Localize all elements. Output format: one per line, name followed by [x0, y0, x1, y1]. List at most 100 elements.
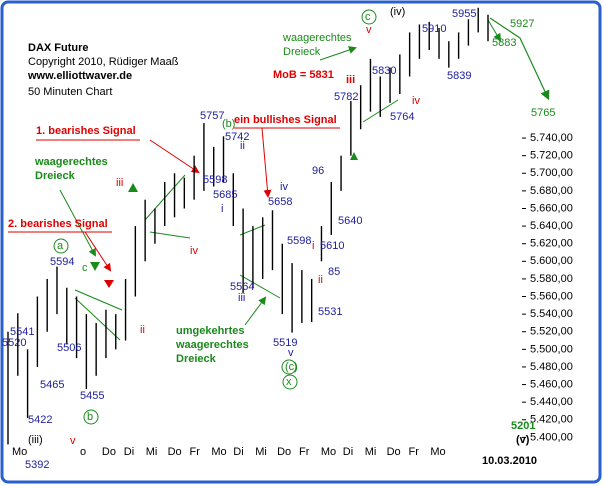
annotation: ii	[240, 140, 245, 152]
x-tick-label: Fr	[409, 446, 420, 458]
annotation: (b)	[222, 118, 235, 130]
annotation: 5392	[25, 459, 49, 471]
annotation: waagerechtes	[175, 339, 249, 351]
annotation: waagerechtes	[34, 156, 108, 168]
annotation: iv	[190, 245, 198, 257]
annotation: 5598	[203, 174, 227, 186]
wave-circle	[83, 409, 99, 425]
y-tick-label: 5.700,00	[530, 167, 573, 179]
annotation: 85	[328, 266, 340, 278]
annotation: umgekehrtes	[176, 325, 244, 337]
annotation: 5201	[511, 420, 535, 432]
annotation: www.elliottwaver.de	[27, 70, 132, 82]
y-tick-label: 5.640,00	[530, 220, 573, 232]
annotation: x	[286, 376, 292, 388]
x-tick-label: Do	[387, 446, 401, 458]
annotation: ii	[318, 274, 323, 286]
x-tick-label: Di	[343, 446, 353, 458]
y-tick-label: 5.480,00	[530, 361, 573, 373]
annotation: 5742	[225, 131, 249, 143]
annotation: (c)	[285, 361, 298, 373]
annotation: 5506	[57, 342, 81, 354]
y-tick-label: 5.500,00	[530, 343, 573, 355]
annotation: 5465	[40, 379, 64, 391]
annotation: MoB = 5831	[273, 69, 334, 81]
y-tick-label: 5.720,00	[530, 150, 573, 162]
annotation: i	[312, 240, 314, 252]
wave-circle	[282, 374, 298, 390]
x-tick-label: Fr	[190, 446, 201, 458]
wave-circle	[53, 238, 69, 254]
annotation: 5839	[447, 70, 471, 82]
date-label: 10.03.2010	[482, 455, 537, 467]
annotation: 5519	[273, 337, 297, 349]
annotation: 5598	[287, 235, 311, 247]
annotation: 5757	[200, 110, 224, 122]
annotation: 5883	[492, 37, 516, 49]
annotation: i	[221, 203, 223, 215]
y-tick-label: 5.680,00	[530, 185, 573, 197]
annotation: 5564	[230, 281, 254, 293]
annotation: Copyright 2010, Rüdiger Maaß	[28, 56, 179, 68]
annotation: iii	[346, 74, 355, 86]
annotation: (iv)	[390, 6, 405, 18]
annotation: waagerechtes	[282, 32, 352, 44]
annotation: ii	[140, 324, 145, 336]
x-tick-label: Fr	[299, 446, 310, 458]
annotation: 5455	[80, 390, 104, 402]
wave-circle	[281, 359, 297, 375]
x-tick-label: o	[80, 446, 86, 458]
annotation: 5520	[2, 337, 26, 349]
x-tick-label: Mo	[321, 446, 336, 458]
annotation: Dreieck	[35, 170, 76, 182]
x-tick-label: Mo	[12, 446, 27, 458]
x-tick-label: Di	[124, 446, 134, 458]
annotation: iv	[280, 181, 288, 193]
annotation: 5782	[334, 91, 358, 103]
y-tick-label: 5.520,00	[530, 326, 573, 338]
annotation: 5910	[422, 23, 446, 35]
x-tick-label: Do	[102, 446, 116, 458]
annotation: 5830	[372, 65, 396, 77]
annotation: c	[82, 262, 88, 274]
x-tick-label: Mi	[365, 446, 377, 458]
annotation: 5955	[452, 8, 476, 20]
wave-circle	[361, 9, 377, 25]
annotation: 5658	[268, 196, 292, 208]
annotation: ein bullishes Signal	[234, 114, 337, 126]
annotation: Dreieck	[283, 46, 321, 58]
y-tick-label: 5.580,00	[530, 273, 573, 285]
annotation: v	[70, 435, 76, 447]
y-tick-label: 5.540,00	[530, 308, 573, 320]
y-tick-label: 5.400,00	[530, 431, 573, 443]
annotation: v	[366, 24, 372, 36]
annotation: (iii)	[28, 434, 43, 446]
annotation: 5531	[318, 306, 342, 318]
y-tick-label: 5.440,00	[530, 396, 573, 408]
annotation: iii	[238, 292, 245, 304]
x-tick-label: Mo	[211, 446, 226, 458]
x-tick-label: Do	[168, 446, 182, 458]
y-tick-label: 5.600,00	[530, 255, 573, 267]
annotation: a	[57, 240, 64, 252]
annotation: 5594	[50, 256, 74, 268]
annotation: 5764	[390, 111, 414, 123]
y-tick-label: 5.660,00	[530, 202, 573, 214]
x-tick-label: Mi	[146, 446, 158, 458]
annotation: v	[288, 347, 294, 359]
annotation: 5927	[510, 18, 534, 30]
y-tick-label: 5.460,00	[530, 378, 573, 390]
x-tick-label: Mo	[430, 446, 445, 458]
y-tick-label: 5.560,00	[530, 290, 573, 302]
annotation: iii	[116, 177, 123, 189]
annotation: iv	[412, 95, 420, 107]
annotation: Dreieck	[176, 353, 217, 365]
annotation: 96	[312, 165, 324, 177]
annotation: 5640	[338, 215, 362, 227]
annotation: c	[365, 11, 371, 23]
annotation: 2. bearishes Signal	[8, 218, 108, 230]
x-tick-label: Di	[233, 446, 243, 458]
x-tick-label: Do	[277, 446, 291, 458]
